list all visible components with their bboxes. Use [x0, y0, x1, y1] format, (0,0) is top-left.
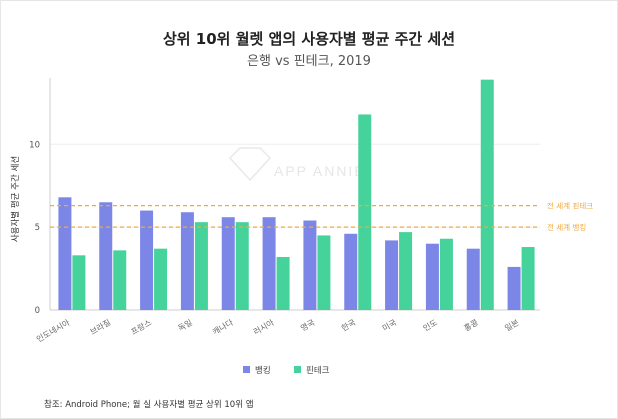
bar-fintech	[235, 222, 249, 310]
x-tick-label: 영국	[299, 317, 317, 333]
bar-banking	[466, 248, 480, 310]
bar-banking	[385, 240, 399, 310]
bar-banking	[99, 202, 113, 310]
legend-swatch	[243, 366, 250, 373]
bar-fintech	[399, 232, 413, 310]
bar-fintech	[521, 247, 535, 310]
bar-banking	[180, 212, 194, 310]
bar-fintech	[72, 255, 86, 310]
bar-banking	[303, 220, 317, 310]
chart-title: 상위 10위 월렛 앱의 사용자별 평균 주간 세션	[162, 30, 456, 48]
y-axis-label: 사용자별 평균 주간 세션	[10, 156, 21, 242]
bar-fintech	[358, 114, 372, 310]
reference-line-label: 전 세계 뱅킹	[547, 222, 586, 232]
bar-banking	[221, 217, 235, 310]
legend-swatch	[294, 366, 301, 373]
bar-fintech	[154, 248, 168, 310]
watermark-text: APP ANNIE	[274, 163, 366, 179]
x-tick-label: 프랑스	[129, 317, 153, 337]
bar-banking	[425, 243, 439, 310]
x-tick-label: 인도	[421, 317, 439, 333]
x-tick-label: 미국	[381, 318, 398, 333]
bar-fintech	[317, 235, 331, 310]
bar-banking	[262, 217, 276, 310]
x-tick-label: 러시아	[251, 317, 276, 337]
bar-banking	[140, 210, 154, 310]
y-tick-label: 10	[29, 140, 40, 150]
x-tick-label: 일본	[503, 318, 520, 333]
x-tick-label: 독일	[177, 318, 194, 333]
y-tick-label: 0	[35, 306, 40, 316]
bar-banking	[58, 197, 72, 310]
bar-banking	[507, 266, 521, 310]
bar-fintech	[276, 256, 290, 310]
reference-line-label: 전 세계 핀테크	[547, 201, 593, 211]
bar-fintech	[439, 238, 453, 310]
legend-label: 핀테크	[306, 366, 330, 376]
bar-banking	[344, 233, 358, 310]
chart-subtitle: 은행 vs 핀테크, 2019	[247, 54, 371, 69]
footnote: 참조: Android Phone; 월 실 사용자별 평균 상위 10위 앱	[44, 400, 254, 410]
x-tick-label: 인도네시아	[35, 317, 72, 344]
x-tick-label: 브라질	[89, 318, 113, 337]
watermark-logo	[228, 147, 272, 182]
legend-label: 뱅킹	[255, 365, 271, 376]
bar-fintech	[480, 79, 494, 311]
x-tick-label: 한국	[340, 318, 357, 333]
x-tick-label: 홍콩	[462, 317, 480, 333]
bar-fintech	[194, 222, 208, 310]
bar-fintech	[113, 250, 127, 310]
y-tick-label: 5	[35, 223, 40, 233]
x-tick-label: 캐나다	[211, 318, 235, 337]
